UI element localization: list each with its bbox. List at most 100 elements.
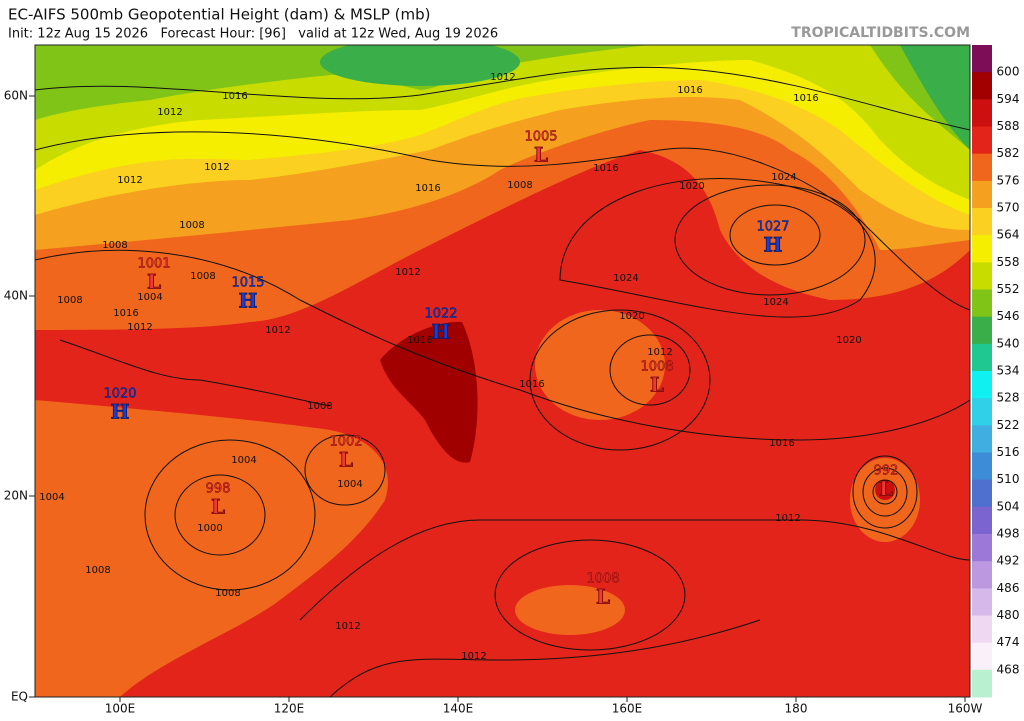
isobar-label: 1020 — [619, 311, 644, 322]
lat-label: 20N — [4, 489, 28, 503]
colorbar-label: 522 — [997, 418, 1020, 432]
center-letter: L — [534, 143, 548, 167]
field — [515, 585, 625, 635]
isobar-label: 1012 — [127, 322, 152, 333]
colorbar-cell — [972, 126, 992, 155]
lon-label: 160E — [612, 702, 643, 716]
colorbar-cell — [972, 425, 992, 453]
isobar-label: 1012 — [461, 651, 486, 662]
colorbar-cell — [972, 506, 992, 535]
isobar-label: 1016 — [519, 379, 544, 390]
isobar-label: 1024 — [763, 297, 788, 308]
isobar-label: 1016 — [793, 93, 818, 104]
center-letter: H — [239, 289, 258, 313]
axes: 60N 40N 20N EQ 100E 120E 140E 160E 180 160W — [4, 89, 983, 716]
colorbar-cell — [972, 615, 992, 644]
colorbar-label: 480 — [997, 608, 1020, 622]
isobar-labels: 1012 1016 1012 1016 1016 1012 1012 1016 1008 1016… — [39, 72, 861, 662]
subtitle: Init: 12z Aug 15 2026 Forecast Hour: [96… — [8, 27, 498, 42]
colorbar-label: 576 — [997, 173, 1020, 187]
lon-label: 160W — [948, 702, 983, 716]
isobar-label: 1008 — [215, 588, 240, 599]
isobar-label: 1008 — [102, 240, 127, 251]
colorbar-label: 594 — [997, 92, 1020, 106]
isobar-label: 1012 — [117, 175, 142, 186]
center-letter: L — [879, 477, 893, 501]
isobar-label: 1008 — [507, 180, 532, 191]
isobar-label: 1016 — [593, 163, 618, 174]
field — [320, 45, 520, 86]
colorbar-label: 486 — [997, 581, 1020, 595]
field — [535, 310, 665, 420]
center-letter: L — [650, 373, 664, 397]
isobar-label: 1016 — [113, 308, 138, 319]
isobar-label: 1024 — [613, 273, 638, 284]
center-letter: L — [596, 585, 610, 609]
center-pressure: 998 — [206, 482, 231, 497]
colorbar-label: 588 — [997, 119, 1020, 133]
isobar-label: 1012 — [204, 162, 229, 173]
colorbar-label: 474 — [997, 635, 1020, 649]
colorbar-label: 564 — [997, 228, 1020, 242]
field — [380, 321, 478, 463]
center-letter: H — [764, 233, 783, 257]
center-pressure: 1001 — [137, 257, 170, 272]
colorbar-cell — [972, 561, 992, 589]
isobar-label: 1016 — [407, 335, 432, 346]
lon-label: 100E — [105, 702, 136, 716]
isobar-label: 1008 — [190, 271, 215, 282]
colorbar-label: 534 — [997, 364, 1020, 378]
center-letter: L — [339, 448, 353, 472]
center-pressure: 1005 — [524, 130, 557, 145]
colorbar-label: 552 — [997, 282, 1020, 296]
center-letter: L — [147, 270, 161, 294]
colorbar-cell — [972, 180, 992, 209]
lon-label: 140E — [443, 702, 474, 716]
colorbar-cell — [972, 642, 992, 671]
colorbar-cell — [972, 479, 992, 508]
colorbar-cell — [972, 452, 992, 481]
colorbar-cell — [972, 153, 992, 182]
colorbar-label: 558 — [997, 255, 1020, 269]
isobar-label: 1004 — [337, 479, 362, 490]
colorbar-label: 570 — [997, 201, 1020, 215]
isobar-label: 1016 — [415, 183, 440, 194]
isobar-label: 1012 — [335, 621, 360, 632]
lat-label: 40N — [4, 289, 28, 303]
colorbar-label: 582 — [997, 146, 1020, 160]
colorbar-cell — [972, 316, 992, 345]
isobar-label: 1008 — [179, 220, 204, 231]
isobar-label: 1012 — [157, 107, 182, 118]
isobar-label: 1016 — [677, 85, 702, 96]
colorbar-cell — [972, 289, 992, 318]
center-pressure: 1015 — [231, 276, 264, 291]
colorbar-label: 528 — [997, 391, 1020, 405]
colorbar-cell — [972, 208, 992, 236]
colorbar-label: 546 — [997, 309, 1020, 323]
field — [875, 480, 895, 500]
isobar-label: 1000 — [197, 523, 222, 534]
colorbar-label: 516 — [997, 445, 1020, 459]
pressure-centers: 1005L1027H1022H1015H1001L1020H1002L998L1… — [103, 129, 898, 609]
colorbar-cell — [972, 343, 992, 372]
title: EC-AIFS 500mb Geopotential Height (dam) … — [8, 6, 431, 24]
isobar-label: 1008 — [85, 565, 110, 576]
colorbar-label: 504 — [997, 499, 1020, 513]
lat-label: 60N — [4, 89, 28, 103]
colorbar-cell — [972, 262, 992, 290]
colorbar-cell — [972, 99, 992, 127]
isobar-label: 1012 — [395, 267, 420, 278]
field — [900, 45, 970, 150]
isobar-label: 1020 — [679, 181, 704, 192]
isobar-label: 1016 — [769, 438, 794, 449]
lon-label: 180 — [785, 702, 808, 716]
colorbar-cell — [972, 398, 992, 426]
center-letter: H — [111, 400, 130, 424]
colorbar-cell — [972, 371, 992, 399]
isobar-label: 1024 — [771, 172, 796, 183]
lat-label: EQ — [11, 690, 28, 704]
isobar-label: 1008 — [307, 401, 332, 412]
colorbar-cell — [972, 72, 992, 100]
colorbar-label: 498 — [997, 527, 1020, 541]
